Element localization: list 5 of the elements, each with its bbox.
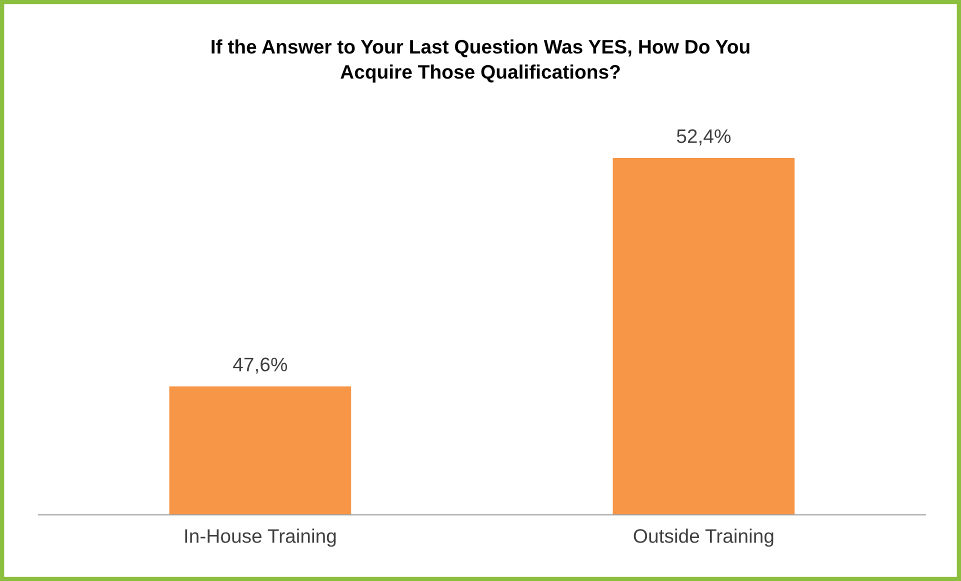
data-label: 47,6%: [233, 358, 288, 374]
chart-title: If the Answer to Your Last Question Was YES, How Do You Acquire Those Qualifications?: [212, 39, 750, 83]
data-label: 52,4%: [676, 129, 731, 146]
x-tick-label: In-House Training: [185, 528, 336, 547]
x-tick-label: Outside Training: [634, 528, 774, 547]
